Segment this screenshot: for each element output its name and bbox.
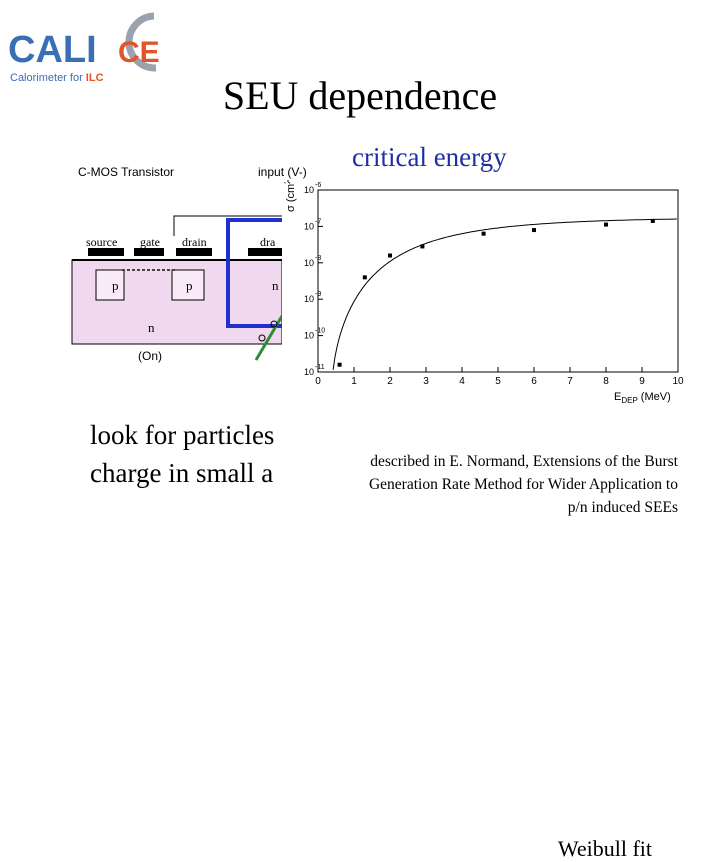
data-point xyxy=(388,253,392,258)
charge-dot-2 xyxy=(270,320,278,328)
weibull-fit-label: Weibull fit xyxy=(557,836,652,861)
y-tick-label: 10 xyxy=(304,294,314,304)
logo-swoosh xyxy=(125,12,157,72)
n-label-right: n xyxy=(272,278,279,293)
source-label: source xyxy=(86,235,117,249)
y-tick-exponent: -6 xyxy=(315,182,321,189)
cmos-diagram-svg: C-MOS Transistor input (V-) source gate … xyxy=(71,165,307,363)
p-label-1: p xyxy=(112,278,119,293)
x-axis-label: EDEP (MeV) xyxy=(614,391,671,404)
drain-label: drain xyxy=(182,235,207,249)
p-label-2: p xyxy=(186,278,193,293)
input-wire xyxy=(173,180,289,236)
x-tick-label: 6 xyxy=(531,376,537,387)
x-tick-label: 3 xyxy=(423,376,429,387)
logo-letters-cal: CALI xyxy=(8,29,97,71)
particle-track xyxy=(254,315,284,361)
x-tick-label: 1 xyxy=(351,376,357,387)
logo-letters-ce: CE xyxy=(118,36,160,69)
source-contact xyxy=(88,248,124,256)
y-tick-label: 10 xyxy=(304,367,314,377)
calice-logo: CALI CE Calorimeter for ILC xyxy=(6,6,176,88)
body-text-line-2: charge in small a xyxy=(90,458,274,488)
gate-label: gate xyxy=(140,235,160,249)
cmos-transistor-diagram: C-MOS Transistor input (V-) source gate … xyxy=(66,160,326,375)
x-tick-label: 2 xyxy=(387,376,393,387)
x-tick-label: 4 xyxy=(459,376,465,387)
description-panel: Weibull fit xyxy=(314,416,694,861)
y-tick-exponent: -9 xyxy=(315,291,321,298)
input-label: input (V-) xyxy=(258,165,307,179)
data-point xyxy=(481,231,486,236)
drain-label-2: dra xyxy=(260,235,276,249)
n-label: n xyxy=(148,320,155,335)
y-axis-label: σ (cm2) xyxy=(283,182,297,212)
data-point xyxy=(337,362,342,367)
p-region-1 xyxy=(95,269,125,301)
x-tick-label: 0 xyxy=(315,376,321,387)
plot-svg: σ (cm2) EDEP(MeV) 01234567891010-610-710… xyxy=(283,176,684,405)
y-tick-label: 10 xyxy=(304,221,314,231)
data-point xyxy=(604,222,608,227)
weibull-fit-curve xyxy=(332,218,677,370)
cmos-title: C-MOS Transistor xyxy=(78,165,174,179)
y-tick-label: 10 xyxy=(304,331,314,341)
x-tick-label: 9 xyxy=(639,376,645,387)
data-point xyxy=(420,244,425,249)
drain-contact-2 xyxy=(248,248,282,256)
y-tick-label: 10 xyxy=(304,185,314,195)
y-tick-exponent: -7 xyxy=(315,218,321,225)
charge-dot-1 xyxy=(258,334,266,342)
y-tick-label: 10 xyxy=(304,258,314,268)
x-tick-label: 7 xyxy=(567,376,573,387)
reference-line-3: p/n induced SEEs xyxy=(567,499,678,516)
gate-contact xyxy=(134,248,164,256)
body-text-line-1: look for particles xyxy=(90,420,275,450)
reference-line-2: Generation Rate Method for Wider Applica… xyxy=(368,476,678,493)
drain-contact xyxy=(176,248,212,256)
critical-energy-annotation: critical energy xyxy=(352,142,507,172)
logo-tagline: Calorimeter for ILC xyxy=(10,72,104,84)
y-tick-exponent: -10 xyxy=(315,328,325,335)
reference-description: described in E. Normand, Extensions of t… xyxy=(316,450,678,519)
x-tick-label: 8 xyxy=(603,376,609,387)
cross-section-plot: σ (cm2) EDEP(MeV) 01234567891010-610-710… xyxy=(282,176,686,405)
x-tick-label: 5 xyxy=(495,376,501,387)
data-point xyxy=(362,275,367,280)
calice-logo-graphic: CALI CE Calorimeter for ILC xyxy=(8,12,160,84)
p-region-2 xyxy=(171,269,205,301)
y-tick-exponent: -8 xyxy=(315,255,321,262)
on-label: (On) xyxy=(138,349,162,363)
plot-frame xyxy=(317,189,679,373)
data-point xyxy=(532,228,536,233)
y-tick-exponent: -11 xyxy=(315,364,325,371)
slide-title: SEU dependence xyxy=(222,73,498,118)
x-tick-label: 10 xyxy=(672,376,684,387)
data-point xyxy=(650,218,655,223)
reference-line-1: described in E. Normand, Extensions of t… xyxy=(370,453,678,470)
